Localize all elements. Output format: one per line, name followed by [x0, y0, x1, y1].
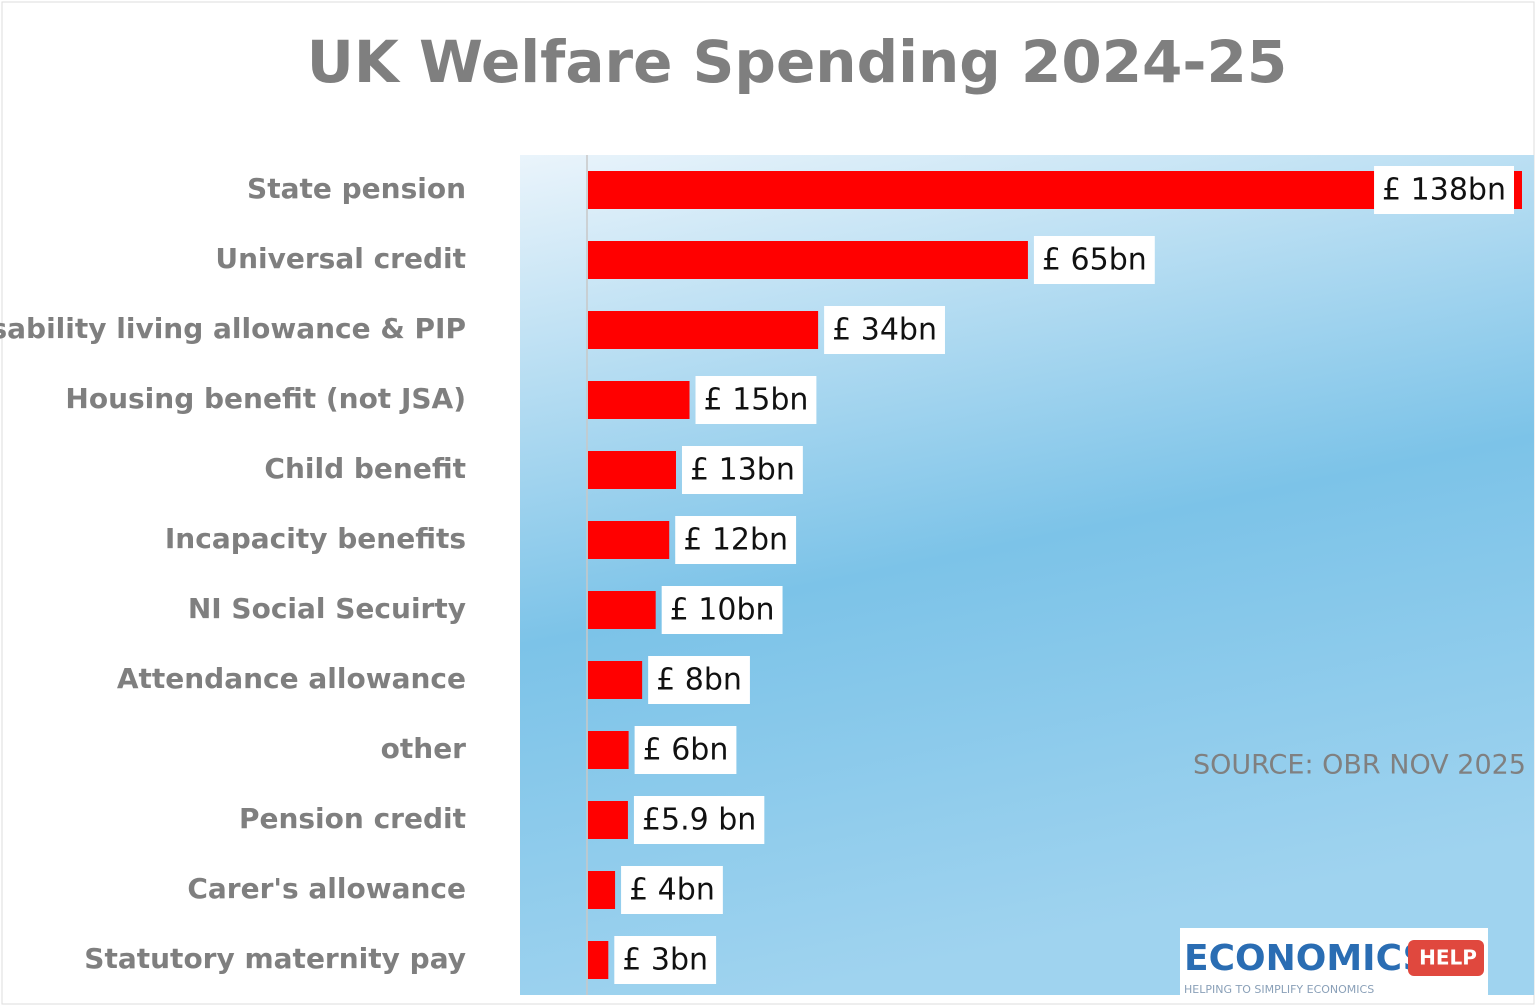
bar — [588, 661, 643, 699]
data-label-box — [633, 796, 765, 844]
y-tick-label: Universal credit — [215, 242, 466, 275]
data-label: £ 12bn — [683, 523, 788, 558]
data-label-box — [1374, 166, 1514, 214]
y-tick-label: NI Social Secuirty — [188, 592, 466, 625]
y-tick-label: Housing benefit (not JSA) — [65, 382, 466, 415]
data-label: £5.9 bn — [642, 803, 756, 838]
data-label: £ 138bn — [1382, 173, 1506, 208]
bar — [588, 871, 616, 909]
logo-tagline: HELPING TO SIMPLIFY ECONOMICS — [1184, 983, 1374, 996]
bar — [588, 381, 690, 419]
data-label: £ 10bn — [670, 593, 775, 628]
data-label: £ 4bn — [629, 873, 715, 908]
y-tick-label: Carer's allowance — [187, 872, 466, 905]
bar — [588, 731, 629, 769]
data-label-box — [695, 376, 817, 424]
bar — [588, 801, 628, 839]
logo-badge: HELP — [1419, 946, 1477, 970]
y-tick-label: Child benefit — [264, 452, 466, 485]
data-label: £ 13bn — [690, 453, 795, 488]
chart-title: UK Welfare Spending 2024-25 — [307, 28, 1287, 96]
logo-name: ECONOMICS — [1184, 938, 1429, 979]
data-label-box — [648, 656, 750, 704]
source-note: SOURCE: OBR NOV 2025 — [1193, 750, 1526, 781]
y-tick-label: Statutory maternity pay — [84, 942, 466, 975]
y-tick-label: Pension credit — [239, 802, 466, 835]
bar — [588, 591, 656, 629]
y-tick-label: Attendance allowance — [117, 662, 466, 695]
y-tick-label: Incapacity benefits — [165, 522, 466, 555]
logo: ECONOMICS HELP HELPING TO SIMPLIFY ECONO… — [1180, 928, 1488, 998]
data-label-box — [634, 726, 737, 774]
data-label-box — [824, 306, 945, 354]
data-label-box — [621, 866, 723, 914]
bar — [588, 451, 676, 489]
data-label-box — [675, 516, 797, 564]
bar — [588, 311, 819, 349]
data-label: £ 6bn — [643, 733, 729, 768]
bar — [588, 241, 1028, 279]
bar — [588, 521, 670, 559]
data-label: £ 65bn — [1042, 243, 1147, 278]
plot-area — [520, 155, 1534, 995]
data-label: £ 15bn — [704, 383, 809, 418]
data-label-box — [1033, 236, 1155, 284]
y-tick-label: State pension — [247, 172, 466, 205]
bar — [588, 941, 609, 979]
bar — [588, 171, 1522, 209]
data-label: £ 3bn — [622, 943, 708, 978]
data-label-box — [614, 936, 717, 984]
y-tick-label: other — [381, 732, 467, 765]
y-tick-label: Disability living allowance & PIP — [0, 312, 466, 345]
data-label-box — [661, 586, 783, 634]
data-label: £ 34bn — [832, 313, 937, 348]
data-label: £ 8bn — [656, 663, 742, 698]
logo-badge-bg — [1408, 940, 1484, 976]
data-label-box — [681, 446, 803, 494]
